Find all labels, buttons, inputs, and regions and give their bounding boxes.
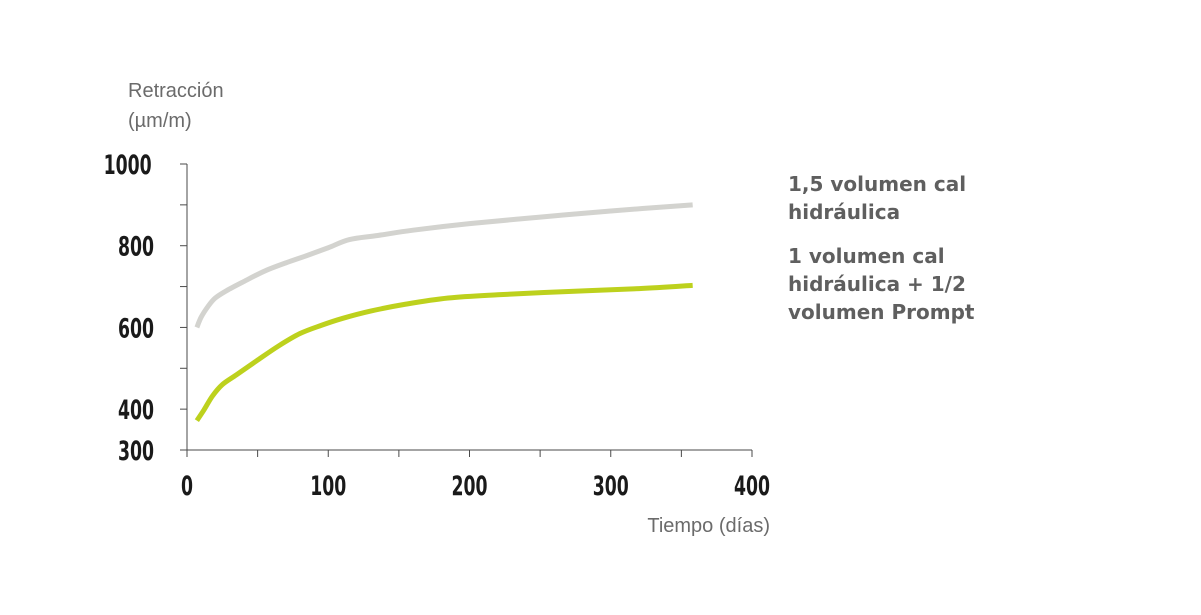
- x-axis-label: Tiempo (días): [647, 515, 770, 537]
- y-tick-label: 300: [118, 436, 154, 467]
- legend-entry-series-1: 1,5 volumen cal hidráulica: [788, 172, 967, 224]
- series-line-2: [194, 282, 693, 422]
- series-line-1: [194, 202, 693, 329]
- y-tick-label: 1000: [104, 150, 152, 181]
- x-tick-label: 100: [310, 471, 346, 502]
- x-tick-label: 200: [451, 471, 487, 502]
- x-tick-label: 0: [181, 471, 193, 502]
- x-tick-label: 400: [734, 471, 770, 502]
- legend-entry-series-2: 1 volumen cal hidráulica + 1/2 volumen P…: [788, 244, 975, 324]
- y-axis-label-line-1: Retracción: [128, 80, 224, 102]
- x-tick-label: 300: [593, 471, 629, 502]
- chart-legend: 1,5 volumen cal hidráulica 1 volumen cal…: [788, 170, 1048, 342]
- y-tick-label: 400: [118, 395, 154, 426]
- chart-series: [194, 202, 693, 422]
- y-tick-label: 800: [118, 232, 154, 263]
- chart-ticks: 300 400 600 800 1000 0 100 200 300 400: [104, 150, 770, 502]
- y-axis-label-line-2: (µm/m): [128, 110, 192, 132]
- y-tick-label: 600: [118, 314, 154, 345]
